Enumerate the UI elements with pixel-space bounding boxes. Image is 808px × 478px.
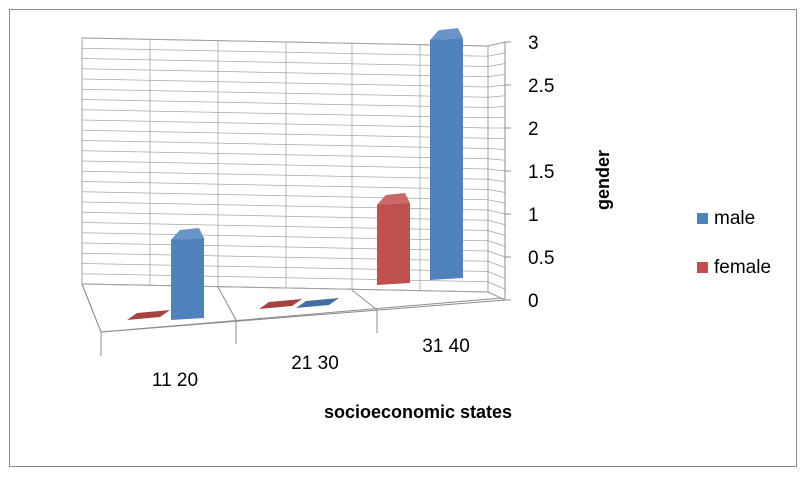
gridline (487, 230, 506, 236)
bar-female-2 (377, 193, 410, 285)
x-tick-label: 31 40 (422, 336, 470, 357)
gridline (487, 189, 506, 193)
y-tick-label: 3 (528, 33, 539, 54)
legend-swatch (697, 262, 708, 273)
gridline (487, 84, 506, 88)
legend-label: male (714, 208, 755, 229)
y-tick-label: 1 (528, 205, 539, 226)
legend-label: female (714, 257, 771, 278)
gridline (487, 106, 506, 108)
gridline (487, 199, 506, 204)
y-tick-label: 2 (528, 119, 539, 140)
bar-front (377, 203, 410, 285)
gridline (487, 178, 506, 183)
bar-top (377, 193, 410, 205)
bar-front (430, 38, 463, 280)
bar-male-1 (296, 298, 339, 308)
legend-item-female: female (697, 257, 771, 278)
bar-front (171, 238, 204, 320)
bar-male-0 (171, 228, 204, 320)
gridline (487, 281, 506, 290)
gridline (487, 260, 506, 269)
y-tick-label: 1.5 (528, 162, 554, 183)
bar-top (171, 228, 204, 240)
x-axis-line (100, 297, 503, 333)
bar-female-0 (127, 310, 170, 320)
gridline (487, 240, 506, 247)
bar-flat (259, 299, 302, 309)
y-tick-label: 0 (528, 291, 539, 312)
gridline (487, 148, 506, 150)
gridline (487, 95, 506, 98)
bar-male-2 (430, 28, 463, 280)
floor-divider (81, 283, 102, 333)
floor-divider (351, 289, 378, 311)
gridline (487, 250, 506, 258)
gridline (487, 291, 506, 301)
gridline (487, 137, 506, 140)
gridline (487, 271, 506, 279)
gridline (487, 63, 506, 67)
bar-top (430, 28, 463, 41)
x-axis-title: socioeconomic states (324, 402, 512, 422)
gridline (487, 52, 506, 57)
floor-divider (217, 286, 237, 321)
gridline (487, 116, 506, 119)
gridline (487, 168, 506, 172)
gridline (487, 158, 506, 161)
bar-flat (296, 298, 339, 308)
y-tick-label: 0.5 (528, 248, 554, 269)
y-axis-title: gender (593, 150, 613, 210)
gridline (487, 73, 506, 78)
gridline (487, 219, 506, 226)
x-tick-label: 21 30 (291, 353, 339, 374)
bar-flat (127, 310, 170, 320)
gridline (487, 41, 506, 47)
chart-bars (127, 28, 463, 320)
y-tick-labels: 0 0.5 1 1.5 2 2.5 3 (505, 33, 554, 312)
legend: male female (697, 208, 771, 278)
y-tick-label: 2.5 (528, 76, 554, 97)
gridline (487, 209, 506, 215)
legend-item-male: male (697, 208, 755, 229)
x-tick-labels: 11 20 21 30 31 40 (152, 336, 470, 391)
x-tick-label: 11 20 (152, 370, 198, 391)
legend-swatch (697, 213, 708, 224)
bar-female-1 (259, 299, 302, 309)
